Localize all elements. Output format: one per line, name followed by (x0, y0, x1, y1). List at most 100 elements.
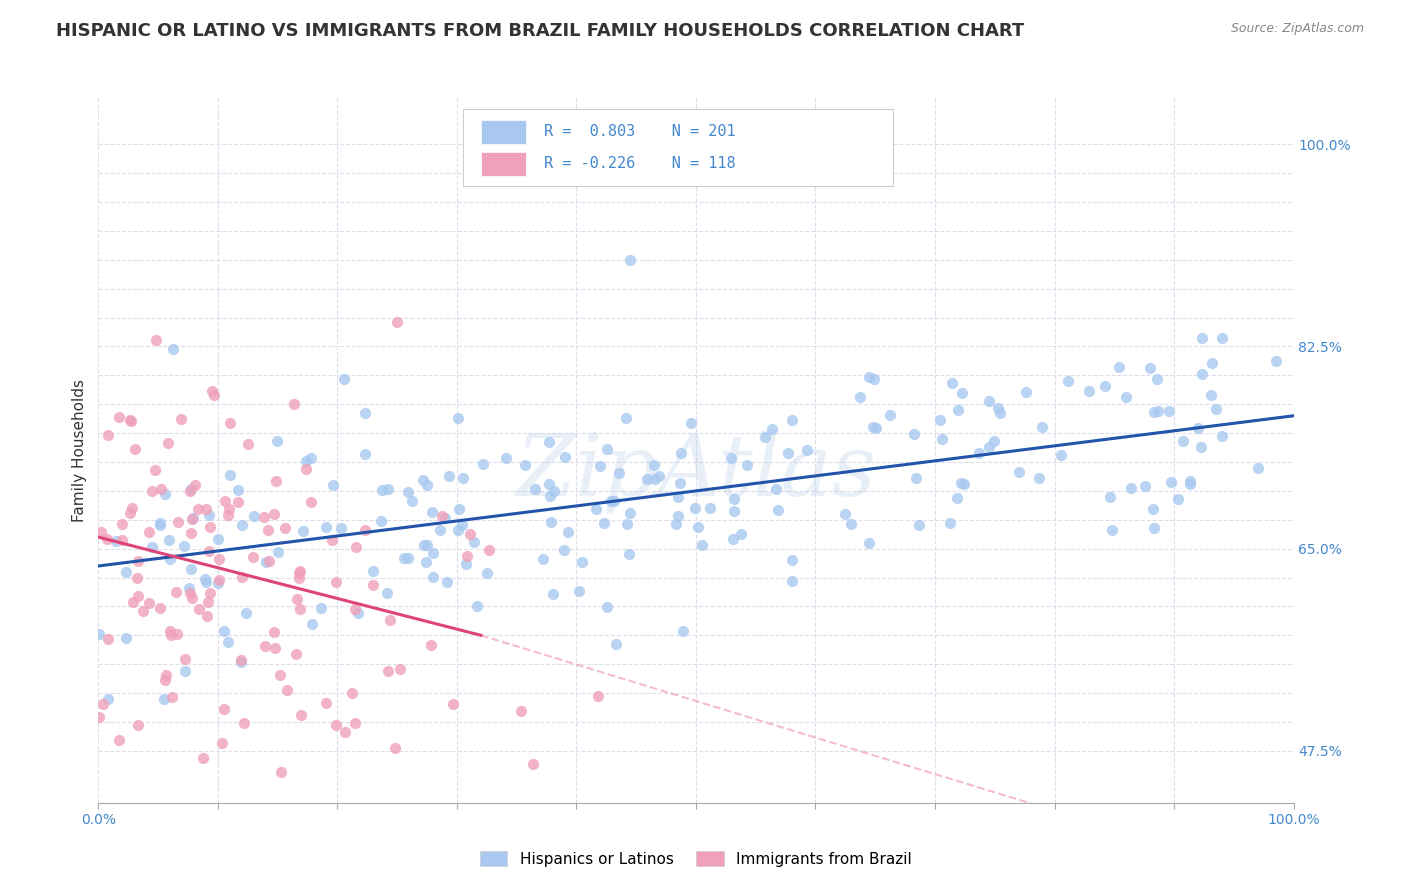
Point (581, 808, 603, 822)
Point (939, 516, 962, 531)
Point (208, 573, 231, 587)
Point (553, 543, 575, 558)
Point (257, 523, 280, 537)
Point (950, 386, 973, 401)
Point (97, 691, 120, 706)
Point (266, 434, 288, 449)
Point (138, 524, 160, 539)
Point (159, 551, 181, 566)
Point (180, 482, 202, 496)
Point (361, 564, 384, 578)
Text: Source: ZipAtlas.com: Source: ZipAtlas.com (1230, 22, 1364, 36)
Point (543, 484, 565, 499)
Point (593, 516, 616, 530)
Point (537, 477, 560, 491)
Point (1191, 367, 1213, 381)
Point (321, 533, 343, 547)
Point (148, 601, 170, 615)
Point (212, 702, 235, 716)
Point (202, 388, 225, 402)
Point (967, 446, 990, 460)
Point (669, 446, 692, 460)
Point (96, 427, 118, 442)
Point (1247, 461, 1270, 475)
Point (648, 469, 671, 483)
Point (114, 565, 136, 579)
Point (354, 523, 377, 537)
Point (908, 518, 931, 533)
Point (557, 524, 579, 539)
Point (166, 627, 188, 641)
Point (415, 556, 437, 570)
Point (290, 564, 312, 578)
Point (858, 536, 880, 550)
Point (1264, 354, 1286, 368)
Point (284, 647, 307, 661)
Point (197, 594, 219, 608)
Point (983, 434, 1005, 448)
Point (953, 477, 976, 491)
Point (187, 501, 209, 516)
Point (765, 482, 787, 496)
Point (465, 599, 488, 613)
Point (375, 586, 398, 600)
Point (672, 624, 695, 639)
Point (422, 570, 444, 584)
Point (155, 673, 177, 687)
Point (945, 491, 967, 505)
Point (1199, 388, 1222, 402)
Point (780, 553, 803, 567)
Point (389, 662, 412, 676)
Point (263, 625, 285, 640)
Point (191, 751, 214, 765)
Point (155, 668, 177, 682)
Point (458, 526, 481, 541)
Point (198, 520, 221, 534)
Point (218, 467, 240, 482)
Point (274, 521, 297, 535)
Point (242, 549, 264, 564)
Point (344, 601, 367, 615)
Point (941, 376, 963, 390)
Y-axis label: Family Households: Family Households (72, 379, 87, 522)
Point (208, 552, 231, 566)
Point (568, 584, 591, 599)
Point (441, 698, 464, 712)
Text: R = -0.226    N = 118: R = -0.226 N = 118 (544, 156, 735, 171)
Point (589, 458, 612, 473)
Point (422, 546, 444, 560)
Point (554, 450, 576, 465)
Point (1139, 360, 1161, 375)
Point (150, 482, 173, 496)
Point (471, 457, 494, 471)
Point (384, 740, 406, 755)
Point (686, 519, 709, 533)
Point (315, 696, 337, 710)
Point (141, 541, 163, 555)
Point (120, 413, 142, 427)
Point (437, 468, 460, 483)
Point (977, 393, 1000, 408)
Point (159, 624, 181, 639)
Point (1180, 474, 1202, 488)
Point (432, 508, 454, 523)
Point (264, 641, 287, 656)
Point (778, 446, 800, 460)
Point (540, 515, 562, 529)
Point (617, 547, 640, 561)
Point (1108, 360, 1130, 375)
Point (436, 575, 458, 590)
Point (668, 476, 690, 491)
Point (295, 453, 318, 467)
Point (699, 501, 721, 516)
Point (766, 502, 789, 516)
Point (87, 710, 110, 724)
Point (616, 517, 638, 532)
Point (228, 495, 250, 509)
Point (254, 555, 277, 569)
Point (90, 524, 112, 539)
Point (157, 533, 180, 548)
Point (195, 502, 218, 516)
Point (495, 450, 517, 465)
Point (290, 601, 312, 615)
